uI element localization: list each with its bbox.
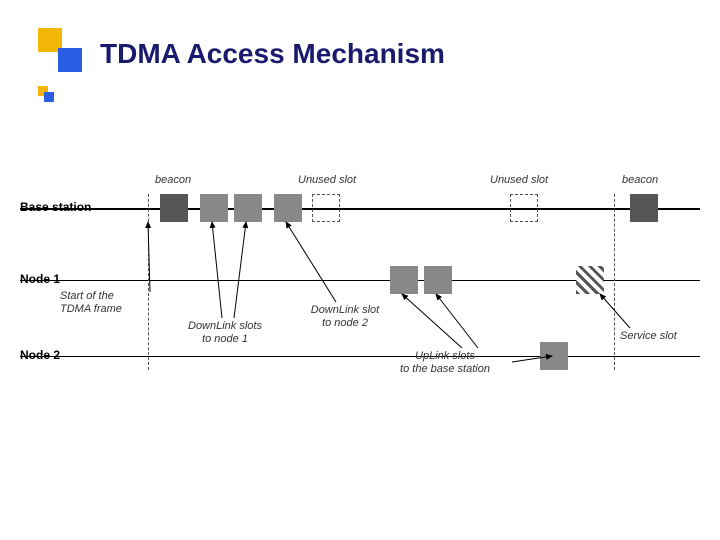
page-title: TDMA Access Mechanism <box>100 38 445 70</box>
top-label-beacon-1: beacon <box>155 174 191 186</box>
row-label-base: Base station <box>20 200 91 214</box>
slot-base-dl1a <box>200 194 228 222</box>
slot-base-dl2 <box>274 194 302 222</box>
row-label-node1: Node 1 <box>20 272 60 286</box>
ann-dl-node1: DownLink slotsto node 1 <box>170 320 280 345</box>
ann-start-frame: Start of theTDMA frame <box>60 290 150 315</box>
slot-n1-ul-b <box>424 266 452 294</box>
top-label-unused-2: Unused slot <box>490 174 548 186</box>
frame-dash-start <box>148 194 149 370</box>
ann-service: Service slot <box>620 330 710 343</box>
slot-n2-ul <box>540 342 568 370</box>
slot-base-beacon2 <box>630 194 658 222</box>
ann-ul-base: UpLink slotsto the base station <box>370 350 520 375</box>
top-label-unused-1: Unused slot <box>298 174 356 186</box>
slot-base-unused2 <box>510 194 538 222</box>
tdma-diagram: Base station Node 1 Node 2 beacon Unused… <box>0 160 720 420</box>
slot-base-beacon <box>160 194 188 222</box>
slot-base-unused1 <box>312 194 340 222</box>
slot-n1-ul-a <box>390 266 418 294</box>
deco-sq-2 <box>58 48 82 72</box>
top-label-beacon-2: beacon <box>622 174 658 186</box>
slot-base-dl1b <box>234 194 262 222</box>
frame-dash-end <box>614 194 615 370</box>
slot-n1-service <box>576 266 604 294</box>
deco-sq-4 <box>44 92 54 102</box>
ann-dl-node2: DownLink slotto node 2 <box>290 304 400 329</box>
timeline-base <box>20 208 700 210</box>
timeline-node2 <box>20 356 700 357</box>
row-label-node2: Node 2 <box>20 348 60 362</box>
